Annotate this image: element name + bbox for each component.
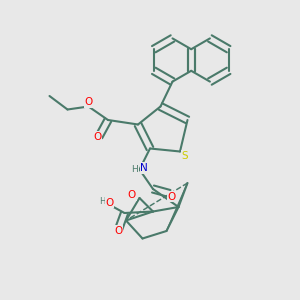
Text: O: O [84,97,93,107]
Text: O: O [114,226,123,236]
Text: O: O [93,131,102,142]
Text: N: N [140,163,148,173]
Text: O: O [105,197,114,208]
Text: S: S [181,151,188,161]
Text: O: O [128,190,136,200]
Text: O: O [168,191,176,202]
Text: H: H [99,197,106,206]
Text: H: H [132,165,138,174]
